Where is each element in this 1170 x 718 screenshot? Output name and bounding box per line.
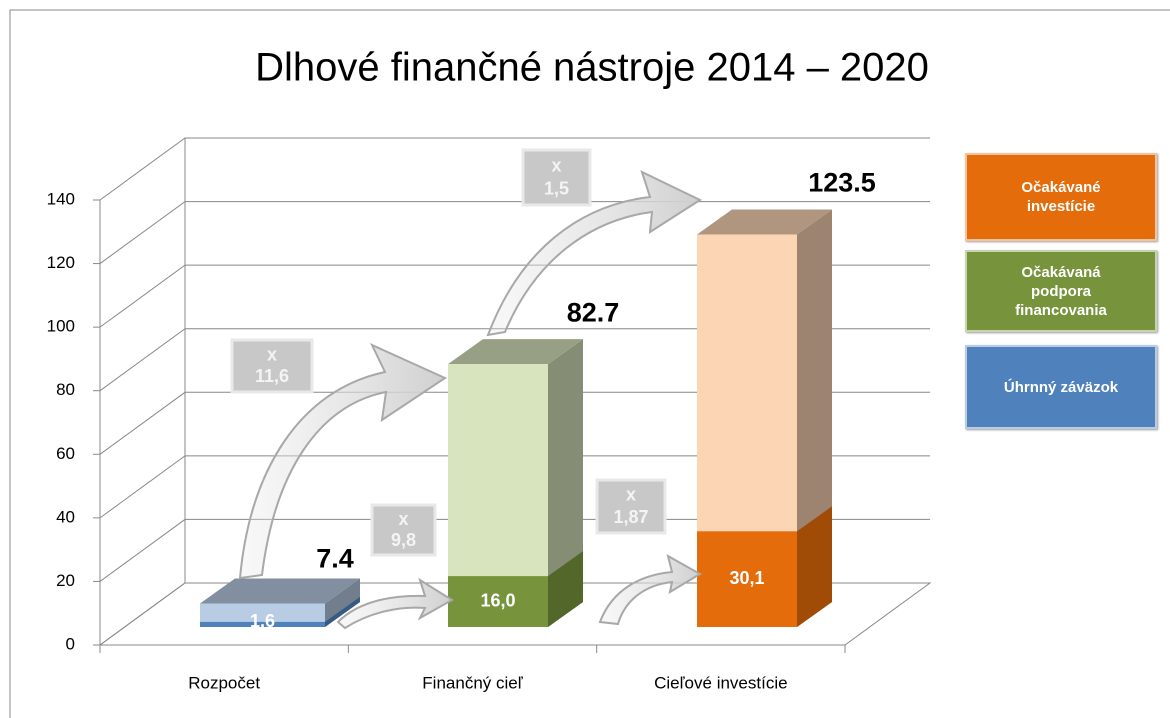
arrow <box>486 170 703 337</box>
grid-line <box>99 137 930 201</box>
grid-line <box>99 328 930 392</box>
arrow <box>336 577 454 630</box>
y-tick-label: 120 <box>47 253 75 272</box>
bar-side <box>325 578 360 627</box>
bar-top <box>200 578 360 604</box>
y-tick-label: 0 <box>66 634 75 653</box>
bar-top <box>697 209 832 235</box>
legend-label: Očakávané investície <box>1021 179 1101 215</box>
arrows <box>238 170 703 630</box>
value-label: 7.4 <box>316 544 354 574</box>
legend-entry: Úhrnný záväzok <box>965 345 1157 429</box>
value-label: 82.7 <box>567 297 620 327</box>
annotation-text: x <box>398 509 408 529</box>
annotation-text: x <box>551 155 561 175</box>
bar <box>200 621 325 627</box>
x-tick-label: Rozpočet <box>188 673 260 692</box>
frame <box>9 9 1170 718</box>
annotation-box <box>595 478 667 535</box>
y-tick-label: 100 <box>47 317 75 336</box>
annotation-text: 1,87 <box>613 507 648 527</box>
grid-line <box>99 518 930 582</box>
bar-side <box>325 596 360 627</box>
grid-line <box>99 391 930 455</box>
y-tick-label: 40 <box>56 507 75 526</box>
annotation-box <box>370 503 437 557</box>
y-tick-label: 20 <box>56 571 75 590</box>
bar-side <box>797 506 832 627</box>
chart-title: Dlhové finančné nástroje 2014 – 2020 <box>255 46 929 90</box>
annotation-text: 9,8 <box>391 530 416 550</box>
legend-label: Úhrnný záväzok <box>1003 378 1119 396</box>
bar <box>448 576 548 627</box>
value-label: 123.5 <box>808 168 876 198</box>
annotation-box <box>521 148 592 207</box>
legend-entry: Očakávaná podpora financovania <box>965 250 1157 332</box>
annotation-text: 1,5 <box>544 178 569 198</box>
annotation-text: x <box>626 485 636 505</box>
grid-line <box>99 455 930 519</box>
arrow <box>598 553 702 626</box>
legend-label: Očakávaná podpora financovania <box>1015 263 1107 319</box>
value-label: 30,1 <box>729 568 764 588</box>
bar-top <box>448 339 583 365</box>
y-tick-label: 60 <box>56 444 75 463</box>
annotation-box <box>230 338 314 394</box>
annotation-text: x <box>267 344 277 364</box>
annotation-text: 11,6 <box>255 366 289 386</box>
grid-line <box>99 264 930 328</box>
value-label: 16,0 <box>480 590 515 610</box>
bar <box>200 603 325 627</box>
bar <box>697 531 797 627</box>
bar-side <box>548 551 583 627</box>
legend-entry: Očakávané investície <box>965 153 1157 241</box>
y-tick-label: 80 <box>56 380 75 399</box>
bar-side <box>548 339 583 627</box>
x-tick-label: Cieľové investície <box>654 673 787 692</box>
arrow <box>238 342 448 580</box>
y-tick-label: 140 <box>47 189 75 208</box>
x-tick-label: Finančný cieľ <box>422 673 523 692</box>
value-label: 1,6 <box>250 611 275 631</box>
